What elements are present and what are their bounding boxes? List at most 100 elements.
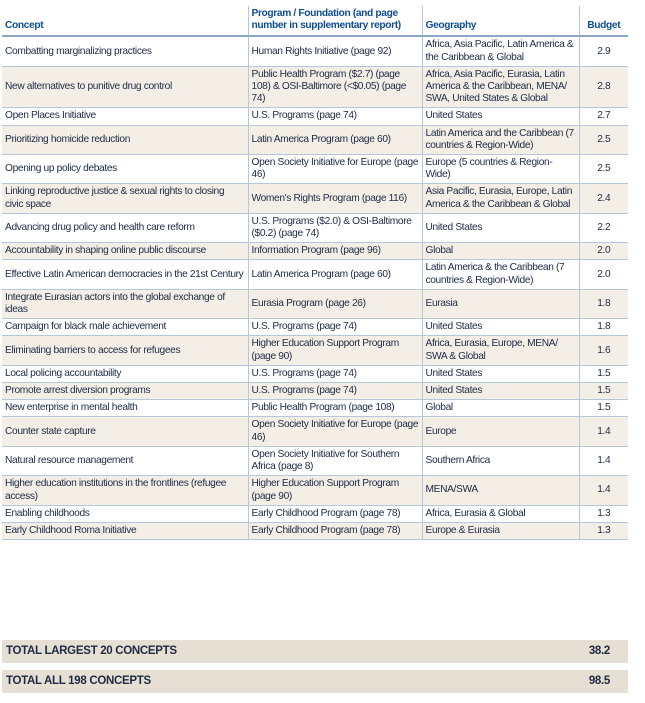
cell-concept: Integrate Eurasian actors into the globa… — [2, 289, 248, 320]
cell-geography: Africa, Eurasia, Europe, MENA/ SWA & Glo… — [421, 335, 579, 366]
cell-program: Open Society Initiative for Europe (page… — [247, 416, 422, 447]
cell-geography: Latin America & the Caribbean (7 countri… — [421, 259, 579, 290]
cell-budget: 2.5 — [578, 125, 628, 156]
cell-program: Information Program (page 96) — [247, 242, 422, 261]
cell-budget: 2.7 — [578, 107, 628, 126]
cell-geography: Latin America and the Caribbean (7 count… — [421, 125, 579, 156]
cell-program: U.S. Programs ($2.0) & OSI-Baltimore ($0… — [247, 213, 422, 244]
table-row: Natural resource management Open Society … — [2, 446, 628, 477]
cell-concept: New enterprise in mental health — [2, 399, 248, 418]
cell-program: Early Childhood Program (page 78) — [247, 522, 422, 541]
cell-geography: United States — [421, 365, 579, 384]
table-row: Early Childhood Roma Initiative Early Chi… — [2, 522, 628, 541]
cell-program: Eurasia Program (page 26) — [247, 289, 422, 320]
cell-geography: Europe — [421, 416, 579, 447]
cell-geography: United States — [421, 318, 579, 337]
total-largest-value: 38.2 — [588, 645, 610, 657]
cell-concept: Campaign for black male achievement — [2, 318, 248, 337]
cell-budget: 2.4 — [578, 183, 628, 214]
total-all-value: 98.5 — [588, 675, 610, 687]
cell-program: Latin America Program (page 60) — [247, 125, 422, 156]
cell-budget: 1.5 — [578, 382, 628, 401]
budget-table: Concept Program / Foundation (and page nu… — [2, 6, 628, 541]
cell-concept: Early Childhood Roma Initiative — [2, 522, 248, 541]
total-all-label: TOTAL ALL 198 CONCEPTS — [6, 675, 151, 687]
table-row: Enabling childhoods Early Childhood Progr… — [2, 505, 628, 523]
cell-geography: Africa, Asia Pacific, Latin America & th… — [421, 36, 579, 67]
table-row: Open Places Initiative U.S. Programs (pag… — [2, 107, 628, 126]
cell-concept: Linking reproductive justice & sexual ri… — [2, 183, 248, 214]
cell-budget: 2.0 — [578, 242, 628, 261]
cell-program: U.S. Programs (page 74) — [247, 107, 422, 126]
cell-concept: Advancing drug policy and health care re… — [2, 213, 248, 244]
cell-program: Public Health Program (page 108) — [247, 399, 422, 418]
total-all-row: TOTAL ALL 198 CONCEPTS 98.5 — [2, 670, 628, 693]
cell-program: U.S. Programs (page 74) — [247, 318, 422, 337]
table-row: Higher education institutions in the fro… — [2, 475, 628, 506]
table-row: Linking reproductive justice & sexual ri… — [2, 183, 628, 214]
table-row: Campaign for black male achievement U.S. … — [2, 318, 628, 337]
cell-concept: Prioritizing homicide reduction — [2, 125, 248, 156]
cell-program: Human Rights Initiative (page 92) — [247, 36, 422, 67]
cell-program: Women's Rights Program (page 116) — [247, 183, 422, 214]
cell-budget: 1.8 — [578, 318, 628, 337]
header-program-line1: Program / Foundation (and page — [251, 8, 399, 19]
header-concept: Concept — [2, 6, 248, 38]
table-row: Advancing drug policy and health care re… — [2, 213, 628, 244]
cell-concept: Opening up policy debates — [2, 154, 248, 185]
cell-program: Higher Education Support Program (page 9… — [247, 335, 422, 366]
total-largest-label: TOTAL LARGEST 20 CONCEPTS — [6, 645, 177, 657]
cell-geography: Global — [421, 242, 579, 261]
cell-program: Early Childhood Program (page 78) — [247, 505, 422, 523]
cell-concept: Open Places Initiative — [2, 107, 248, 126]
cell-budget: 1.4 — [578, 475, 628, 506]
cell-geography: United States — [421, 382, 579, 401]
cell-program: Public Health Program ($2.7) (page 108) … — [247, 66, 422, 109]
table-row: Local policing accountability U.S. Progra… — [2, 365, 628, 384]
cell-budget: 2.0 — [578, 259, 628, 290]
header-geography: Geography — [421, 6, 579, 38]
table-row: Promote arrest diversion programs U.S. Pr… — [2, 382, 628, 401]
cell-geography: Europe (5 countries & Region-Wide) — [421, 154, 579, 185]
cell-geography: Global — [421, 399, 579, 418]
cell-program: Higher Education Support Program (page 9… — [247, 475, 422, 506]
cell-program: Open Society Initiative for Europe (page… — [247, 154, 422, 185]
cell-concept: Accountability in shaping online public … — [2, 242, 248, 261]
cell-geography: Africa, Asia Pacific, Eurasia, Latin Ame… — [421, 66, 579, 109]
cell-geography: United States — [421, 107, 579, 126]
cell-concept: Local policing accountability — [2, 365, 248, 384]
cell-concept: Enabling childhoods — [2, 505, 248, 523]
cell-budget: 1.4 — [578, 416, 628, 447]
cell-concept: Combatting marginalizing practices — [2, 36, 248, 67]
cell-budget: 2.5 — [578, 154, 628, 185]
cell-geography: Eurasia — [421, 289, 579, 320]
cell-concept: Promote arrest diversion programs — [2, 382, 248, 401]
table-row: Eliminating barriers to access for refug… — [2, 335, 628, 366]
cell-concept: Natural resource management — [2, 446, 248, 477]
cell-concept: Effective Latin American democracies in … — [2, 259, 248, 290]
cell-concept: Eliminating barriers to access for refug… — [2, 335, 248, 366]
cell-geography: Africa, Eurasia & Global — [421, 505, 579, 523]
table-row: Effective Latin American democracies in … — [2, 259, 628, 290]
table-row: Integrate Eurasian actors into the globa… — [2, 289, 628, 320]
cell-program: U.S. Programs (page 74) — [247, 382, 422, 401]
cell-concept: Higher education institutions in the fro… — [2, 475, 248, 506]
table-row: Opening up policy debates Open Society In… — [2, 154, 628, 185]
table-row: Prioritizing homicide reduction Latin Ame… — [2, 125, 628, 156]
total-largest-row: TOTAL LARGEST 20 CONCEPTS 38.2 — [2, 640, 628, 663]
cell-budget: 1.8 — [578, 289, 628, 320]
cell-budget: 2.9 — [578, 36, 628, 67]
header-program-line2: number in supplementary report) — [251, 20, 402, 32]
cell-geography: Asia Pacific, Eurasia, Europe, Latin Ame… — [421, 183, 579, 214]
table-row: Accountability in shaping online public … — [2, 242, 628, 261]
cell-budget: 1.6 — [578, 335, 628, 366]
table-row: New enterprise in mental health Public He… — [2, 399, 628, 418]
cell-budget: 1.3 — [578, 505, 628, 523]
cell-geography: United States — [421, 213, 579, 244]
table-row: Counter state capture Open Society Initia… — [2, 416, 628, 447]
cell-budget: 1.4 — [578, 446, 628, 477]
cell-program: Open Society Initiative for Southern Afr… — [247, 446, 422, 477]
header-budget: Budget — [578, 6, 628, 38]
cell-geography: MENA/SWA — [421, 475, 579, 506]
cell-budget: 1.5 — [578, 365, 628, 384]
